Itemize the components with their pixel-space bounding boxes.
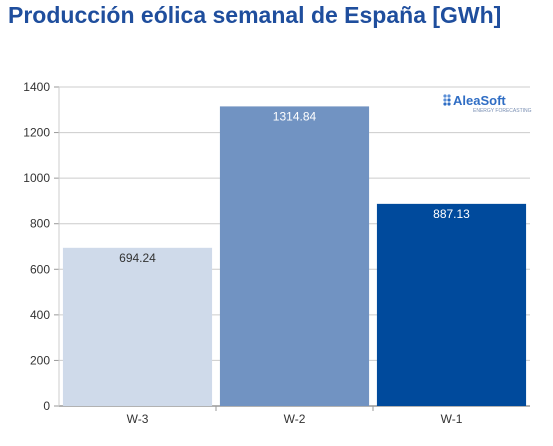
bar <box>376 203 527 406</box>
x-tick-label: W-3 <box>127 412 149 426</box>
y-tick-label: 600 <box>30 262 50 276</box>
x-axis-ticks: W-3 W-2 W-1 <box>127 406 463 426</box>
bar-value-label: 1314.84 <box>273 109 317 123</box>
bars: 694.24 1314.84 887.13 <box>62 106 527 407</box>
logo-mark-icon <box>443 94 451 106</box>
y-tick-label: 1200 <box>23 126 50 140</box>
logo-tagline: ENERGY FORECASTING <box>473 108 532 114</box>
bar <box>62 247 213 406</box>
chart-title: Producción eólica semanal de España [GWh… <box>8 2 502 28</box>
y-tick-label: 400 <box>30 308 50 322</box>
y-tick-label: 1400 <box>23 80 50 94</box>
y-tick-label: 1000 <box>23 171 50 185</box>
y-axis-ticks: 0 200 400 600 800 1000 1200 1400 <box>23 80 50 413</box>
x-tick-label: W-2 <box>284 412 306 426</box>
bar-value-label: 694.24 <box>119 251 156 265</box>
aleasoft-logo: AleaSoft ENERGY FORECASTING <box>443 93 532 114</box>
x-tick-label: W-1 <box>441 412 463 426</box>
bar <box>219 106 370 407</box>
y-tick-label: 0 <box>43 399 50 413</box>
y-tick-label: 800 <box>30 217 50 231</box>
logo-name: AleaSoft <box>453 93 506 108</box>
bar-value-label: 887.13 <box>433 207 470 221</box>
y-tick-label: 200 <box>30 353 50 367</box>
